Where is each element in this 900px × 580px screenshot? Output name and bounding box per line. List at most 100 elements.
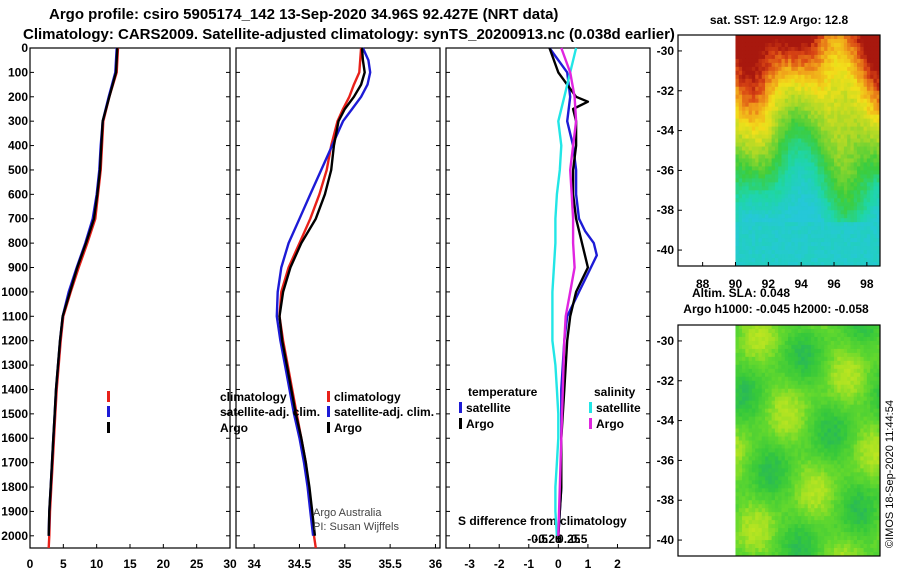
sst-map-cell bbox=[748, 66, 753, 72]
sst-map-cell bbox=[735, 182, 740, 187]
sst-map-cell bbox=[768, 122, 773, 127]
sst-map-cell bbox=[850, 66, 855, 72]
sla-map-cell bbox=[830, 416, 835, 421]
sst-map-cell bbox=[748, 190, 753, 195]
sst-map-cell bbox=[834, 66, 838, 72]
sst-map-cell bbox=[834, 122, 838, 127]
sla-map-cell bbox=[820, 384, 825, 390]
sla-map-cell bbox=[784, 396, 789, 402]
sst-map-cell bbox=[735, 62, 740, 68]
sst-map-cell bbox=[742, 222, 746, 227]
sst-map-cell bbox=[863, 90, 868, 96]
sst-map-cell bbox=[765, 66, 769, 72]
sst-map-cell bbox=[765, 146, 769, 151]
sst-map-cell bbox=[837, 138, 841, 143]
sst-map-cell bbox=[850, 110, 855, 116]
sla-map-cell bbox=[801, 388, 805, 394]
sst-map-cell bbox=[738, 62, 743, 68]
sst-map-cell bbox=[843, 118, 848, 124]
sla-map-cell bbox=[866, 488, 871, 493]
sla-map-cell bbox=[840, 488, 845, 493]
sst-map-cell bbox=[843, 186, 848, 191]
sst-map-cell bbox=[840, 106, 845, 112]
sla-map-cell bbox=[801, 464, 805, 469]
sla-map-cell bbox=[863, 436, 868, 441]
sst-map-cell bbox=[735, 138, 740, 143]
sst-map-cell bbox=[804, 110, 809, 116]
sst-map-cell bbox=[755, 62, 759, 68]
sla-map-cell bbox=[863, 376, 868, 382]
sla-map-cell bbox=[774, 456, 779, 461]
sst-map-cell bbox=[768, 178, 773, 183]
sla-map-cell bbox=[774, 428, 779, 433]
sst-map-cell bbox=[738, 182, 743, 187]
sst-map-cell bbox=[866, 62, 871, 68]
sst-map-cell bbox=[784, 162, 789, 167]
sla-map-cell bbox=[873, 384, 878, 390]
sla-map-cell bbox=[751, 444, 756, 449]
sst-map-cell bbox=[824, 230, 828, 235]
sla-map-cell bbox=[857, 348, 861, 354]
sla-map-cell bbox=[827, 364, 832, 370]
sla-map-cell bbox=[797, 392, 802, 398]
sst-map-cell bbox=[794, 130, 799, 135]
sla-map-cell bbox=[774, 432, 779, 437]
sla-map-cell bbox=[745, 440, 750, 445]
sst-map-cell bbox=[735, 122, 740, 127]
sla-map-cell bbox=[873, 372, 878, 378]
sst-map-cell bbox=[797, 178, 802, 183]
sst-map-cell bbox=[742, 158, 746, 163]
sst-map-cell bbox=[738, 210, 743, 215]
sst-map-cell bbox=[735, 186, 740, 191]
sla-map-cell bbox=[860, 432, 864, 437]
sla-map-cell bbox=[755, 392, 759, 398]
sla-map-cell bbox=[768, 420, 773, 425]
sla-map-cell bbox=[801, 352, 805, 358]
sst-map-cell bbox=[791, 102, 795, 108]
sst-map-cell bbox=[742, 170, 746, 175]
sst-map-cell bbox=[751, 182, 756, 187]
sst-map-cell bbox=[781, 114, 786, 120]
sst-map-cell bbox=[748, 146, 753, 151]
sla-map-cell bbox=[850, 452, 855, 457]
sst-map-cell bbox=[853, 90, 858, 96]
sst-map-cell bbox=[840, 138, 845, 143]
sla-map-cell bbox=[781, 336, 786, 342]
sst-map-cell bbox=[797, 122, 802, 127]
sla-map-cell bbox=[774, 460, 779, 465]
sst-map-cell bbox=[840, 98, 845, 104]
sst-map-cell bbox=[761, 138, 766, 143]
sst-map-cell bbox=[735, 58, 740, 64]
sla-map-cell bbox=[801, 376, 805, 382]
depth-tick-label: 2000 bbox=[1, 529, 28, 543]
sst-map-cell bbox=[804, 46, 809, 52]
sst-map-cell bbox=[797, 62, 802, 68]
sla-map-cell bbox=[748, 408, 753, 414]
sla-map-cell bbox=[814, 388, 818, 394]
sst-map-cell bbox=[742, 102, 746, 108]
sla-map-cell bbox=[807, 384, 812, 390]
sst-map-cell bbox=[857, 242, 861, 247]
sla-map-cell bbox=[820, 380, 825, 386]
sst-map-cell bbox=[804, 210, 809, 215]
sst-map-cell bbox=[857, 42, 861, 48]
sla-map-cell bbox=[761, 400, 766, 406]
sla-map-cell bbox=[742, 472, 746, 477]
sst-map-cell bbox=[735, 38, 740, 44]
sst-map-cell bbox=[781, 242, 786, 247]
sla-map-cell bbox=[797, 368, 802, 374]
sla-map-cell bbox=[860, 372, 864, 378]
sla-map-cell bbox=[876, 336, 881, 342]
sst-map-cell bbox=[768, 150, 773, 155]
sst-map-cell bbox=[840, 230, 845, 235]
sla-map-cell bbox=[811, 404, 815, 410]
sla-map-cell bbox=[801, 440, 805, 445]
sla-map-cell bbox=[840, 520, 845, 525]
sla-map-cell bbox=[857, 468, 861, 473]
sla-map-cell bbox=[748, 344, 753, 350]
temperature-profile-xtick-label: 10 bbox=[90, 557, 104, 571]
sla-map-cell bbox=[781, 388, 786, 394]
sla-map-cell bbox=[742, 336, 746, 342]
sst-map-cell bbox=[755, 254, 759, 259]
sst-map-cell bbox=[824, 74, 828, 80]
